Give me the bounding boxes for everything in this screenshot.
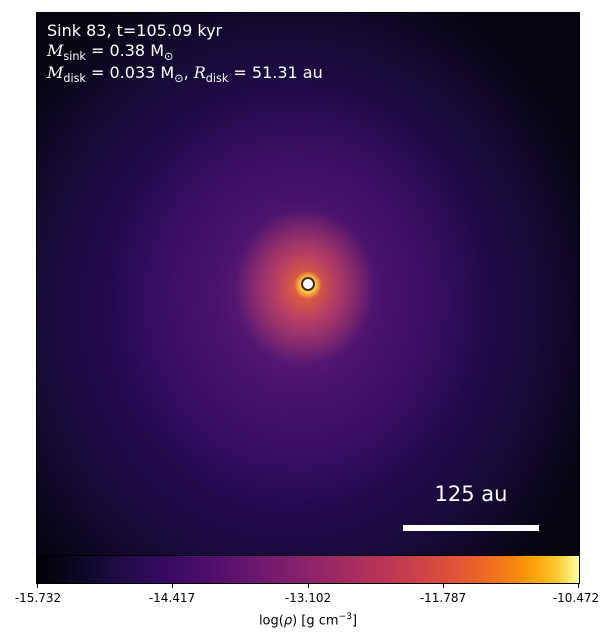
colorbar-tick xyxy=(172,583,173,588)
colorbar-tick-label: -15.732 xyxy=(14,591,62,605)
colorbar-label: log(ρ) [g cm−3] xyxy=(258,612,358,629)
colorbar-tick-label: -11.787 xyxy=(419,591,467,605)
sink-info: Sink 83, t=105.09 kyr xyxy=(47,21,223,40)
colorbar-tick xyxy=(578,583,579,588)
colorbar-tick-label: -10.472 xyxy=(552,591,600,605)
scale-bar xyxy=(403,525,539,531)
disk-properties: Mdisk = 0.033 M⊙, Rdisk = 51.31 au xyxy=(47,63,323,86)
scale-bar-label: 125 au xyxy=(434,482,508,506)
sink-mass: Msink = 0.38 M⊙ xyxy=(47,41,174,64)
colorbar-tick-label: -13.102 xyxy=(284,591,332,605)
colorbar-tick xyxy=(308,583,309,588)
sink-marker xyxy=(301,277,315,291)
colorbar-tick xyxy=(37,583,38,588)
colorbar xyxy=(36,555,580,584)
colorbar-tick-label: -14.417 xyxy=(148,591,196,605)
colorbar-tick xyxy=(443,583,444,588)
density-map: Sink 83, t=105.09 kyr Msink = 0.38 M⊙ Md… xyxy=(36,12,580,556)
